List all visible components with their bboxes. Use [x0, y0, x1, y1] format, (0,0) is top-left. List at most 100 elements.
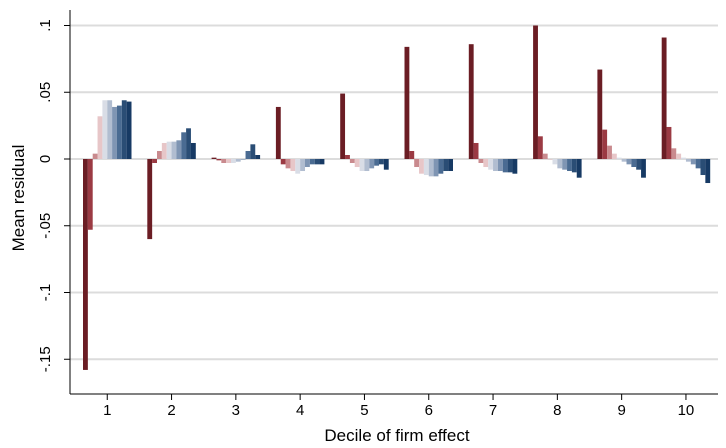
- bar-s3-2: [157, 150, 162, 159]
- bar-s4-4: [290, 159, 296, 172]
- bar-s3-1: [92, 153, 98, 159]
- bar-s7-10: [690, 159, 696, 165]
- bar-s1-1: [83, 159, 88, 370]
- bar-s1-10: [661, 37, 667, 159]
- bar-s6-6: [428, 159, 434, 177]
- bar-s4-3: [226, 159, 231, 163]
- bar-s3-5: [349, 159, 355, 163]
- bar-s5-3: [231, 159, 236, 163]
- bar-s9-2: [186, 128, 191, 159]
- x-tick-label: 7: [489, 402, 497, 419]
- x-tick-label: 4: [296, 402, 304, 419]
- bar-s3-10: [671, 148, 677, 159]
- bar-s7-2: [176, 140, 182, 159]
- bar-s6-10: [685, 159, 691, 162]
- bar-s7-4: [305, 159, 310, 168]
- bar-s6-4: [300, 159, 305, 172]
- bar-s7-1: [112, 106, 117, 159]
- bar-s10-8: [576, 159, 582, 178]
- bar-s3-7: [478, 159, 484, 163]
- bar-s8-8: [567, 159, 572, 172]
- bar-s9-4: [314, 159, 320, 165]
- bar-s10-7: [512, 159, 518, 174]
- bar-s8-6: [438, 159, 444, 174]
- bar-s5-9: [616, 157, 622, 159]
- bars: [83, 25, 711, 370]
- bar-s10-9: [641, 159, 646, 178]
- bar-s1-5: [340, 93, 346, 159]
- bar-s2-6: [409, 150, 415, 159]
- bar-s9-1: [121, 100, 127, 159]
- bar-s3-9: [607, 145, 612, 159]
- bar-s6-1: [107, 100, 113, 159]
- bar-s3-4: [285, 159, 291, 169]
- bar-s7-3: [240, 159, 246, 160]
- bar-s1-3: [211, 157, 217, 159]
- bar-s9-3: [250, 144, 256, 159]
- y-tick-label: .05: [37, 82, 54, 103]
- bar-s10-4: [319, 159, 325, 165]
- bar-s4-1: [97, 116, 103, 159]
- bar-s7-7: [497, 159, 503, 172]
- bar-s5-1: [102, 100, 108, 159]
- bar-s8-9: [631, 159, 637, 168]
- axes: [69, 10, 718, 395]
- bar-s4-2: [161, 142, 167, 159]
- bar-s7-6: [433, 159, 439, 177]
- bar-s4-9: [611, 153, 617, 159]
- bar-s3-8: [542, 153, 548, 159]
- bar-s8-4: [309, 159, 315, 165]
- y-tick-label: -.1: [37, 284, 54, 302]
- bar-s10-3: [255, 155, 261, 159]
- y-axis-title: Mean residual: [9, 145, 28, 252]
- x-tick-labels: 1 2 3 4 5 6 7 8 9 10: [103, 394, 694, 419]
- bar-s1-2: [147, 159, 153, 240]
- bar-s10-5: [383, 159, 389, 170]
- x-tick-label: 10: [678, 402, 695, 419]
- bar-s8-1: [116, 105, 122, 159]
- bar-s6-3: [235, 159, 241, 162]
- bar-s6-9: [621, 159, 627, 162]
- bar-s1-6: [404, 46, 410, 159]
- bar-s8-3: [245, 150, 251, 159]
- bar-s10-6: [448, 159, 453, 172]
- bar-s4-10: [676, 153, 682, 159]
- bar-s2-7: [473, 142, 479, 159]
- bar-s9-9: [636, 159, 642, 170]
- bar-s8-7: [502, 159, 508, 173]
- x-tick-label: 2: [167, 402, 175, 419]
- bar-s5-7: [488, 159, 494, 170]
- bar-s6-7: [493, 159, 498, 172]
- bar-s6-5: [364, 159, 370, 172]
- bar-s7-8: [562, 159, 568, 170]
- bar-s2-5: [345, 155, 350, 159]
- bar-s9-8: [571, 159, 577, 173]
- bar-s2-4: [280, 159, 286, 165]
- bar-s4-6: [419, 159, 424, 174]
- x-tick-label: 8: [553, 402, 561, 419]
- x-tick-label: 6: [425, 402, 433, 419]
- bar-s4-5: [354, 159, 360, 168]
- bar-s2-10: [666, 126, 672, 159]
- bar-s5-5: [359, 159, 365, 172]
- x-tick-label: 9: [617, 402, 625, 419]
- bar-s4-7: [483, 159, 489, 168]
- bar-s9-7: [507, 159, 513, 173]
- bar-s6-8: [557, 159, 563, 169]
- bar-s3-6: [414, 159, 420, 168]
- bar-s5-6: [423, 159, 429, 176]
- bar-s5-2: [166, 141, 172, 159]
- bar-s2-3: [216, 159, 222, 161]
- bar-s1-4: [275, 106, 281, 159]
- bar-s7-9: [626, 159, 632, 165]
- x-axis-title: Decile of firm effect: [324, 426, 469, 445]
- bar-s10-1: [126, 101, 132, 159]
- bar-s7-5: [369, 159, 375, 169]
- bar-s2-2: [152, 159, 157, 163]
- bar-s10-2: [190, 142, 196, 159]
- y-tick-label: .1: [37, 19, 54, 32]
- x-tick-label: 3: [232, 402, 240, 419]
- bar-s4-8: [547, 159, 553, 160]
